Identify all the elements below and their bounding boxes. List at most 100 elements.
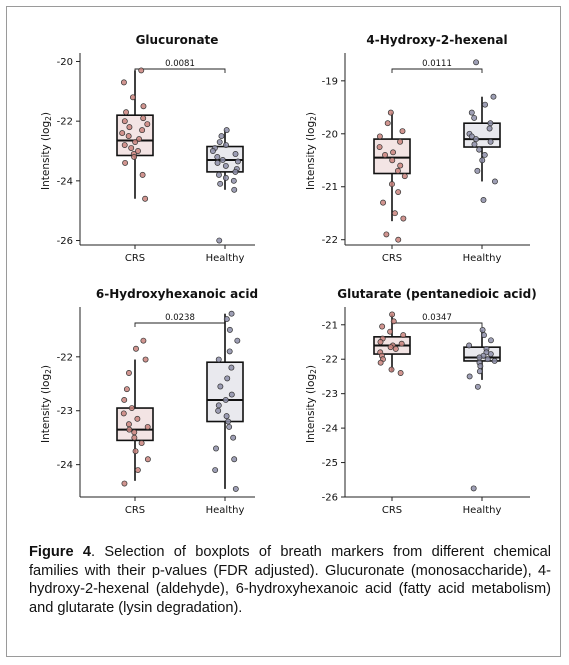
data-point	[399, 128, 406, 135]
data-point	[476, 146, 483, 153]
data-point	[121, 142, 128, 148]
data-point	[138, 440, 145, 447]
y-tick-label: -20	[57, 57, 73, 68]
data-point	[389, 181, 395, 188]
data-point	[490, 93, 497, 100]
data-point	[466, 373, 473, 380]
data-point	[474, 167, 481, 174]
data-point	[397, 370, 404, 376]
data-point	[134, 415, 141, 422]
data-point	[390, 149, 397, 156]
x-tick-label-healthy: Healthy	[206, 505, 245, 516]
data-point	[122, 159, 129, 166]
y-axis-label: Intensity (log2)	[40, 365, 53, 443]
data-point	[128, 145, 135, 151]
box-healthy	[206, 310, 244, 492]
data-point	[474, 383, 481, 390]
y-tick-label: -22	[57, 352, 73, 363]
data-point	[131, 434, 138, 441]
data-point	[397, 162, 404, 169]
y-tick-label: -24	[322, 424, 338, 435]
data-point	[216, 139, 223, 145]
data-point	[387, 109, 394, 116]
data-point	[231, 456, 238, 463]
significance-bracket	[134, 322, 226, 327]
data-point	[226, 326, 233, 333]
data-point	[391, 210, 398, 217]
data-point	[121, 118, 128, 125]
figure-caption: Figure 4. Selection of boxplots of breat…	[29, 543, 551, 617]
data-point	[476, 368, 483, 375]
data-point	[397, 138, 404, 145]
data-point	[135, 148, 141, 154]
data-point	[484, 356, 491, 363]
data-point	[388, 366, 395, 373]
data-point	[491, 357, 498, 364]
x-tick-label-crs: CRS	[125, 505, 145, 516]
data-point	[222, 162, 229, 169]
box-healthy	[463, 326, 501, 492]
caption-text: . Selection of boxplots of breath marker…	[29, 544, 551, 616]
box-crs	[373, 311, 411, 376]
data-point	[482, 101, 489, 108]
y-tick-label: -26	[57, 236, 73, 247]
data-point	[142, 195, 149, 202]
data-point	[131, 429, 138, 436]
data-point	[389, 157, 396, 164]
data-point	[215, 402, 222, 409]
data-point	[473, 59, 480, 66]
y-tick-label: -19	[322, 76, 338, 87]
data-point	[215, 407, 222, 414]
data-point	[491, 178, 498, 185]
data-point	[224, 375, 231, 382]
y-tick-label: -21	[322, 320, 338, 331]
data-point	[125, 133, 132, 140]
data-point	[222, 174, 229, 181]
x-tick-label-crs: CRS	[382, 505, 402, 516]
y-axis-label: Intensity (log2)	[305, 112, 318, 190]
data-point	[222, 397, 229, 403]
data-point	[139, 127, 146, 134]
y-tick-label: -22	[57, 117, 73, 128]
data-point	[223, 413, 230, 420]
y-axis-label: Intensity (log2)	[305, 365, 318, 443]
y-tick-label: -22	[322, 235, 338, 246]
y-tick-label: -24	[57, 176, 73, 187]
box-healthy	[206, 127, 244, 244]
data-point	[214, 154, 221, 160]
data-point	[387, 344, 394, 351]
data-point	[223, 127, 230, 134]
box-crs	[116, 337, 154, 487]
data-point	[216, 171, 222, 178]
data-point	[473, 136, 479, 143]
data-point	[488, 337, 494, 344]
data-point	[232, 168, 239, 175]
data-point	[232, 485, 239, 492]
box-crs	[373, 109, 411, 243]
data-point	[400, 332, 407, 339]
data-point	[400, 215, 407, 222]
data-point	[121, 397, 128, 403]
data-point	[230, 434, 237, 441]
data-point	[379, 323, 386, 330]
significance-bracket	[391, 68, 483, 73]
data-point	[398, 340, 405, 347]
y-axis-label: Intensity (log2)	[40, 112, 53, 190]
data-point	[215, 356, 222, 363]
data-point	[138, 67, 145, 74]
data-point	[481, 152, 488, 158]
chart-panel-2: 4-Hydroxy-2-hexenal -19 -20 -21 -22 Intensity…	[305, 33, 530, 264]
p-value-label: 0.0238	[165, 313, 195, 323]
data-point	[144, 423, 151, 430]
data-point	[226, 423, 233, 430]
data-point	[140, 337, 147, 344]
data-point	[234, 158, 241, 165]
y-tick-label: -26	[322, 493, 338, 504]
data-point	[120, 79, 127, 86]
y-tick-label: -24	[57, 460, 73, 471]
data-point	[389, 311, 396, 318]
boxplot-figure: Glucuronate -20 -22 -24 -26 Intensity (log2) C…	[40, 33, 537, 516]
data-point	[486, 125, 493, 132]
y-tick-label: -21	[322, 182, 338, 193]
x-tick-label-healthy: Healthy	[206, 253, 245, 264]
